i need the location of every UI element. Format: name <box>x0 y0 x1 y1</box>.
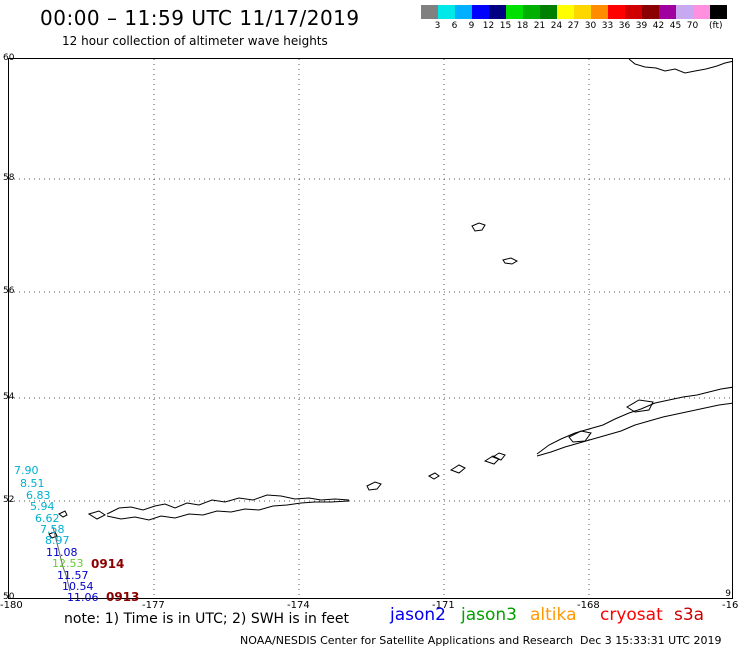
legend-swatch-10 <box>591 5 608 19</box>
legend-label: 15 <box>499 21 512 31</box>
pass-time-label: 0913 <box>106 590 140 604</box>
satellite-legend-s3a: s3a <box>674 605 705 625</box>
legend-swatch-3 <box>472 5 489 19</box>
legend-swatch-4 <box>489 5 506 19</box>
wave-height-observation: 11.06 <box>67 591 99 604</box>
legend-unit: (ft) <box>709 21 723 31</box>
coastline-aleutian-chain-west-south <box>106 500 350 521</box>
coastlines <box>48 59 732 539</box>
graticule <box>9 59 732 598</box>
lat-label-58: 58 <box>3 173 15 183</box>
legend-label: 30 <box>584 21 597 31</box>
coastline-island <box>626 399 654 413</box>
wave-height-observation: 8.51 <box>20 477 45 490</box>
legend-label: 70 <box>686 21 699 31</box>
footer-timestamp: Dec 3 15:33:31 UTC 2019 <box>580 634 722 647</box>
legend-label: 9 <box>468 21 475 31</box>
coastline-aleutian-chain-west <box>106 494 350 515</box>
satellite-legend-cryosat: cryosat <box>600 605 663 625</box>
lon-label-174: -174 <box>287 600 310 611</box>
legend-swatch-8 <box>557 5 574 19</box>
legend-label: 3 <box>434 21 441 31</box>
wave-height-observation: 11.08 <box>46 546 78 559</box>
legend-swatch-17 <box>710 5 727 19</box>
lon-label-168: -168 <box>577 600 600 611</box>
coastline-map <box>9 59 732 598</box>
legend-label: 6 <box>451 21 458 31</box>
legend-label: 42 <box>652 21 665 31</box>
legend-swatch-1 <box>438 5 455 19</box>
legend-swatch-12 <box>625 5 642 19</box>
lat-label-52: 52 <box>3 495 15 505</box>
wave-height-observation: 10.54 <box>62 580 94 593</box>
coastline-pribilof-island <box>471 222 486 232</box>
coastline-island <box>483 455 500 465</box>
coastline-island <box>568 430 592 443</box>
satellite-ground-track <box>52 526 71 592</box>
legend-label: 12 <box>482 21 495 31</box>
wave-height-observation: 7.90 <box>14 464 39 477</box>
coastline-island <box>427 472 440 480</box>
legend-swatch-14 <box>659 5 676 19</box>
lat-label-60: 60 <box>3 53 15 63</box>
lat-label-56: 56 <box>3 286 15 296</box>
legend-swatch-16 <box>693 5 710 19</box>
coastline-island <box>491 452 506 461</box>
legend-swatch-7 <box>540 5 557 19</box>
legend-swatch-5 <box>506 5 523 19</box>
wave-height-observation: 6.62 <box>35 512 60 525</box>
legend-swatch-9 <box>574 5 591 19</box>
legend-swatch-0 <box>421 5 438 19</box>
satellite-legend-altika: altika <box>530 605 577 625</box>
coastline-island <box>48 531 58 539</box>
coastline-island <box>366 481 382 491</box>
footer-credit: NOAA/NESDIS Center for Satellite Applica… <box>240 634 574 647</box>
satellite-legend-jason3: jason3 <box>461 605 517 625</box>
lat-label-54: 54 <box>3 392 15 402</box>
pass-time-label: 0914 <box>91 557 125 571</box>
legend-label: 36 <box>618 21 631 31</box>
lat-label-50: 50 <box>3 592 15 602</box>
lon-label-177: -177 <box>142 600 165 611</box>
legend-swatch-6 <box>523 5 540 19</box>
legend-label: 24 <box>550 21 563 31</box>
page-title: 00:00 – 11:59 UTC 11/17/2019 <box>40 6 360 30</box>
legend-label: 21 <box>533 21 546 31</box>
map-edge-label: 9 <box>725 589 731 599</box>
lon-label-165: -16 <box>722 600 739 611</box>
legend-swatch-11 <box>608 5 625 19</box>
coastline-alaska-peninsula-north <box>536 386 732 455</box>
coastline-pribilof-island <box>502 257 519 265</box>
wave-height-observation: 11.57 <box>57 569 89 582</box>
altimeter-track <box>52 526 71 592</box>
coastline-island <box>58 510 68 518</box>
wave-height-observation: 8.97 <box>45 534 70 547</box>
legend-swatch-13 <box>642 5 659 19</box>
wave-height-observation: 6.83 <box>26 489 51 502</box>
lon-label-180: -180 <box>0 600 23 611</box>
coastline-island <box>87 510 106 520</box>
satellite-legend-jason2: jason2 <box>390 605 446 625</box>
map-panel[interactable]: 9 <box>8 58 733 599</box>
wave-height-observation: 7.58 <box>40 523 65 536</box>
coastline-mainland-north <box>628 59 732 74</box>
coastline-alaska-peninsula-south <box>536 402 732 457</box>
legend-label: 18 <box>516 21 529 31</box>
wave-height-observation: 12.53 <box>52 557 84 570</box>
legend-label: 45 <box>669 21 682 31</box>
lon-label-171: -171 <box>432 600 455 611</box>
legend-swatch-2 <box>455 5 472 19</box>
page-subtitle: 12 hour collection of altimeter wave hei… <box>62 34 328 48</box>
units-note: note: 1) Time is in UTC; 2) SWH is in fe… <box>64 611 350 627</box>
legend-label: 33 <box>601 21 614 31</box>
wave-height-observation: 5.94 <box>30 500 55 513</box>
legend-label: 39 <box>635 21 648 31</box>
coastline-island <box>449 464 466 474</box>
legend-swatch-15 <box>676 5 693 19</box>
legend-label: 27 <box>567 21 580 31</box>
